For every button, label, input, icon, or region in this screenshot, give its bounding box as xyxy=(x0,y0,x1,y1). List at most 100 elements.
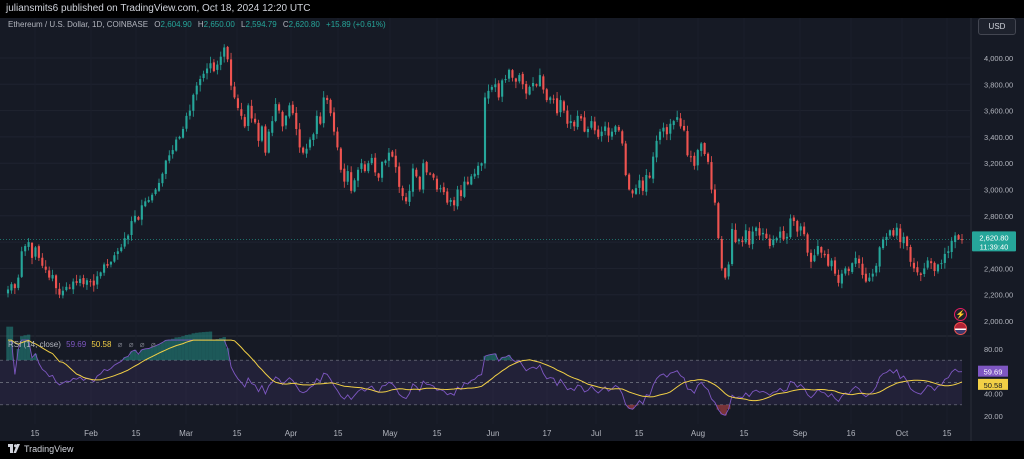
high-label: H xyxy=(197,20,204,29)
lightning-icon[interactable]: ⚡ xyxy=(954,308,967,321)
close-label: C xyxy=(282,20,289,29)
time-tick-label: Feb xyxy=(84,429,98,438)
candle-body xyxy=(99,272,102,277)
candle-body xyxy=(837,274,840,283)
candle-body xyxy=(48,270,51,278)
candle-body xyxy=(775,238,778,241)
candle-body xyxy=(61,290,64,296)
low-value: 2,594.79 xyxy=(245,20,277,29)
candle-body xyxy=(137,217,140,220)
candle-body xyxy=(411,168,414,192)
brand-name: TradingView xyxy=(24,444,74,454)
candle-body xyxy=(68,287,71,289)
candle-body xyxy=(326,97,329,101)
candle-body xyxy=(439,188,442,190)
candle-body xyxy=(394,155,397,168)
candle-body xyxy=(549,97,552,101)
price-tag-countdown: 11:39:40 xyxy=(980,242,1009,251)
candle-body xyxy=(803,226,806,235)
more-icon[interactable]: ⌀ xyxy=(150,340,156,349)
candle-body xyxy=(6,289,10,294)
time-tick-label: Jun xyxy=(487,429,500,438)
candle-body xyxy=(809,252,813,262)
rsi-overbought-fill xyxy=(201,332,206,361)
candle-body xyxy=(857,258,861,264)
currency-button[interactable]: USD xyxy=(978,18,1016,35)
rsi-ma-line xyxy=(8,339,963,402)
candle-body xyxy=(737,239,741,242)
candle-body xyxy=(906,236,909,247)
chart-svg[interactable]: 4,000.00 3,800.00 3,600.00 3,400.00 3,200.00… xyxy=(0,18,1024,441)
candle-body xyxy=(590,121,593,128)
candle-body xyxy=(171,150,174,155)
candle-body xyxy=(538,75,541,87)
candle-body xyxy=(264,126,267,153)
close-value: 2,620.80 xyxy=(288,20,320,29)
candle-body xyxy=(789,218,792,238)
candle-body xyxy=(391,151,394,157)
candle-body xyxy=(816,246,819,255)
price-tick-label: 2,000.00 xyxy=(984,317,1013,326)
time-tick-label: 15 xyxy=(132,429,141,438)
candle-body xyxy=(209,63,212,69)
time-tick-label: 15 xyxy=(635,429,644,438)
candle-body xyxy=(878,247,881,267)
candle-body xyxy=(748,231,751,245)
time-tick-label: 15 xyxy=(943,429,952,438)
candle-body xyxy=(449,200,452,202)
candle-body xyxy=(706,153,710,162)
candle-body xyxy=(960,239,964,241)
candle-body xyxy=(72,281,75,290)
candle-body xyxy=(109,261,113,265)
candle-body xyxy=(885,236,888,240)
candle-body xyxy=(453,200,456,206)
tradingview-brand[interactable]: TradingView xyxy=(8,444,74,454)
price-tick-label: 3,400.00 xyxy=(984,133,1013,142)
candle-body xyxy=(168,155,171,161)
rsi-tick-label: 40.00 xyxy=(984,390,1003,399)
candles-group xyxy=(6,44,964,299)
candle-body xyxy=(154,189,157,194)
candle-body xyxy=(415,169,418,177)
candle-body xyxy=(562,101,565,111)
candle-body xyxy=(871,273,874,277)
remove-icon[interactable]: ⌀ xyxy=(139,340,145,349)
candle-body xyxy=(278,104,281,111)
time-tick-label: 15 xyxy=(740,429,749,438)
settings-icon[interactable]: ⌀ xyxy=(128,340,134,349)
price-tag xyxy=(972,231,1016,252)
candle-body xyxy=(895,227,898,236)
rsi-overbought-fill xyxy=(153,345,158,361)
time-tick-label: 15 xyxy=(334,429,343,438)
candle-body xyxy=(744,230,747,243)
candle-body xyxy=(271,121,274,133)
candle-body xyxy=(96,276,99,285)
candle-body xyxy=(185,115,188,129)
candle-body xyxy=(281,111,284,127)
candle-body xyxy=(377,173,380,178)
candle-body xyxy=(20,251,23,277)
eye-icon[interactable]: ⌀ xyxy=(117,340,123,349)
rsi-overbought-fill xyxy=(23,335,27,361)
candle-body xyxy=(703,143,706,154)
candle-body xyxy=(380,161,384,178)
time-tick-label: Apr xyxy=(285,429,298,438)
candle-body xyxy=(226,46,229,60)
price-tag-value: 2,620.80 xyxy=(979,233,1008,242)
candle-body xyxy=(902,236,905,244)
candle-body xyxy=(291,104,294,114)
price-tick-label: 3,000.00 xyxy=(984,186,1013,195)
candle-body xyxy=(219,56,222,65)
rsi-overbought-fill xyxy=(181,336,185,361)
candle-body xyxy=(607,127,610,136)
time-tick-label: 15 xyxy=(31,429,40,438)
candle-body xyxy=(912,262,916,269)
rsi-overbought-fill xyxy=(167,339,172,361)
candle-body xyxy=(518,75,521,82)
candle-body xyxy=(216,64,219,70)
candle-body xyxy=(75,281,78,283)
chart-pane[interactable]: 4,000.00 3,800.00 3,600.00 3,400.00 3,200.00… xyxy=(0,18,1024,441)
time-tick-label: Mar xyxy=(179,429,193,438)
candle-body xyxy=(178,136,181,139)
candle-body xyxy=(442,187,445,193)
